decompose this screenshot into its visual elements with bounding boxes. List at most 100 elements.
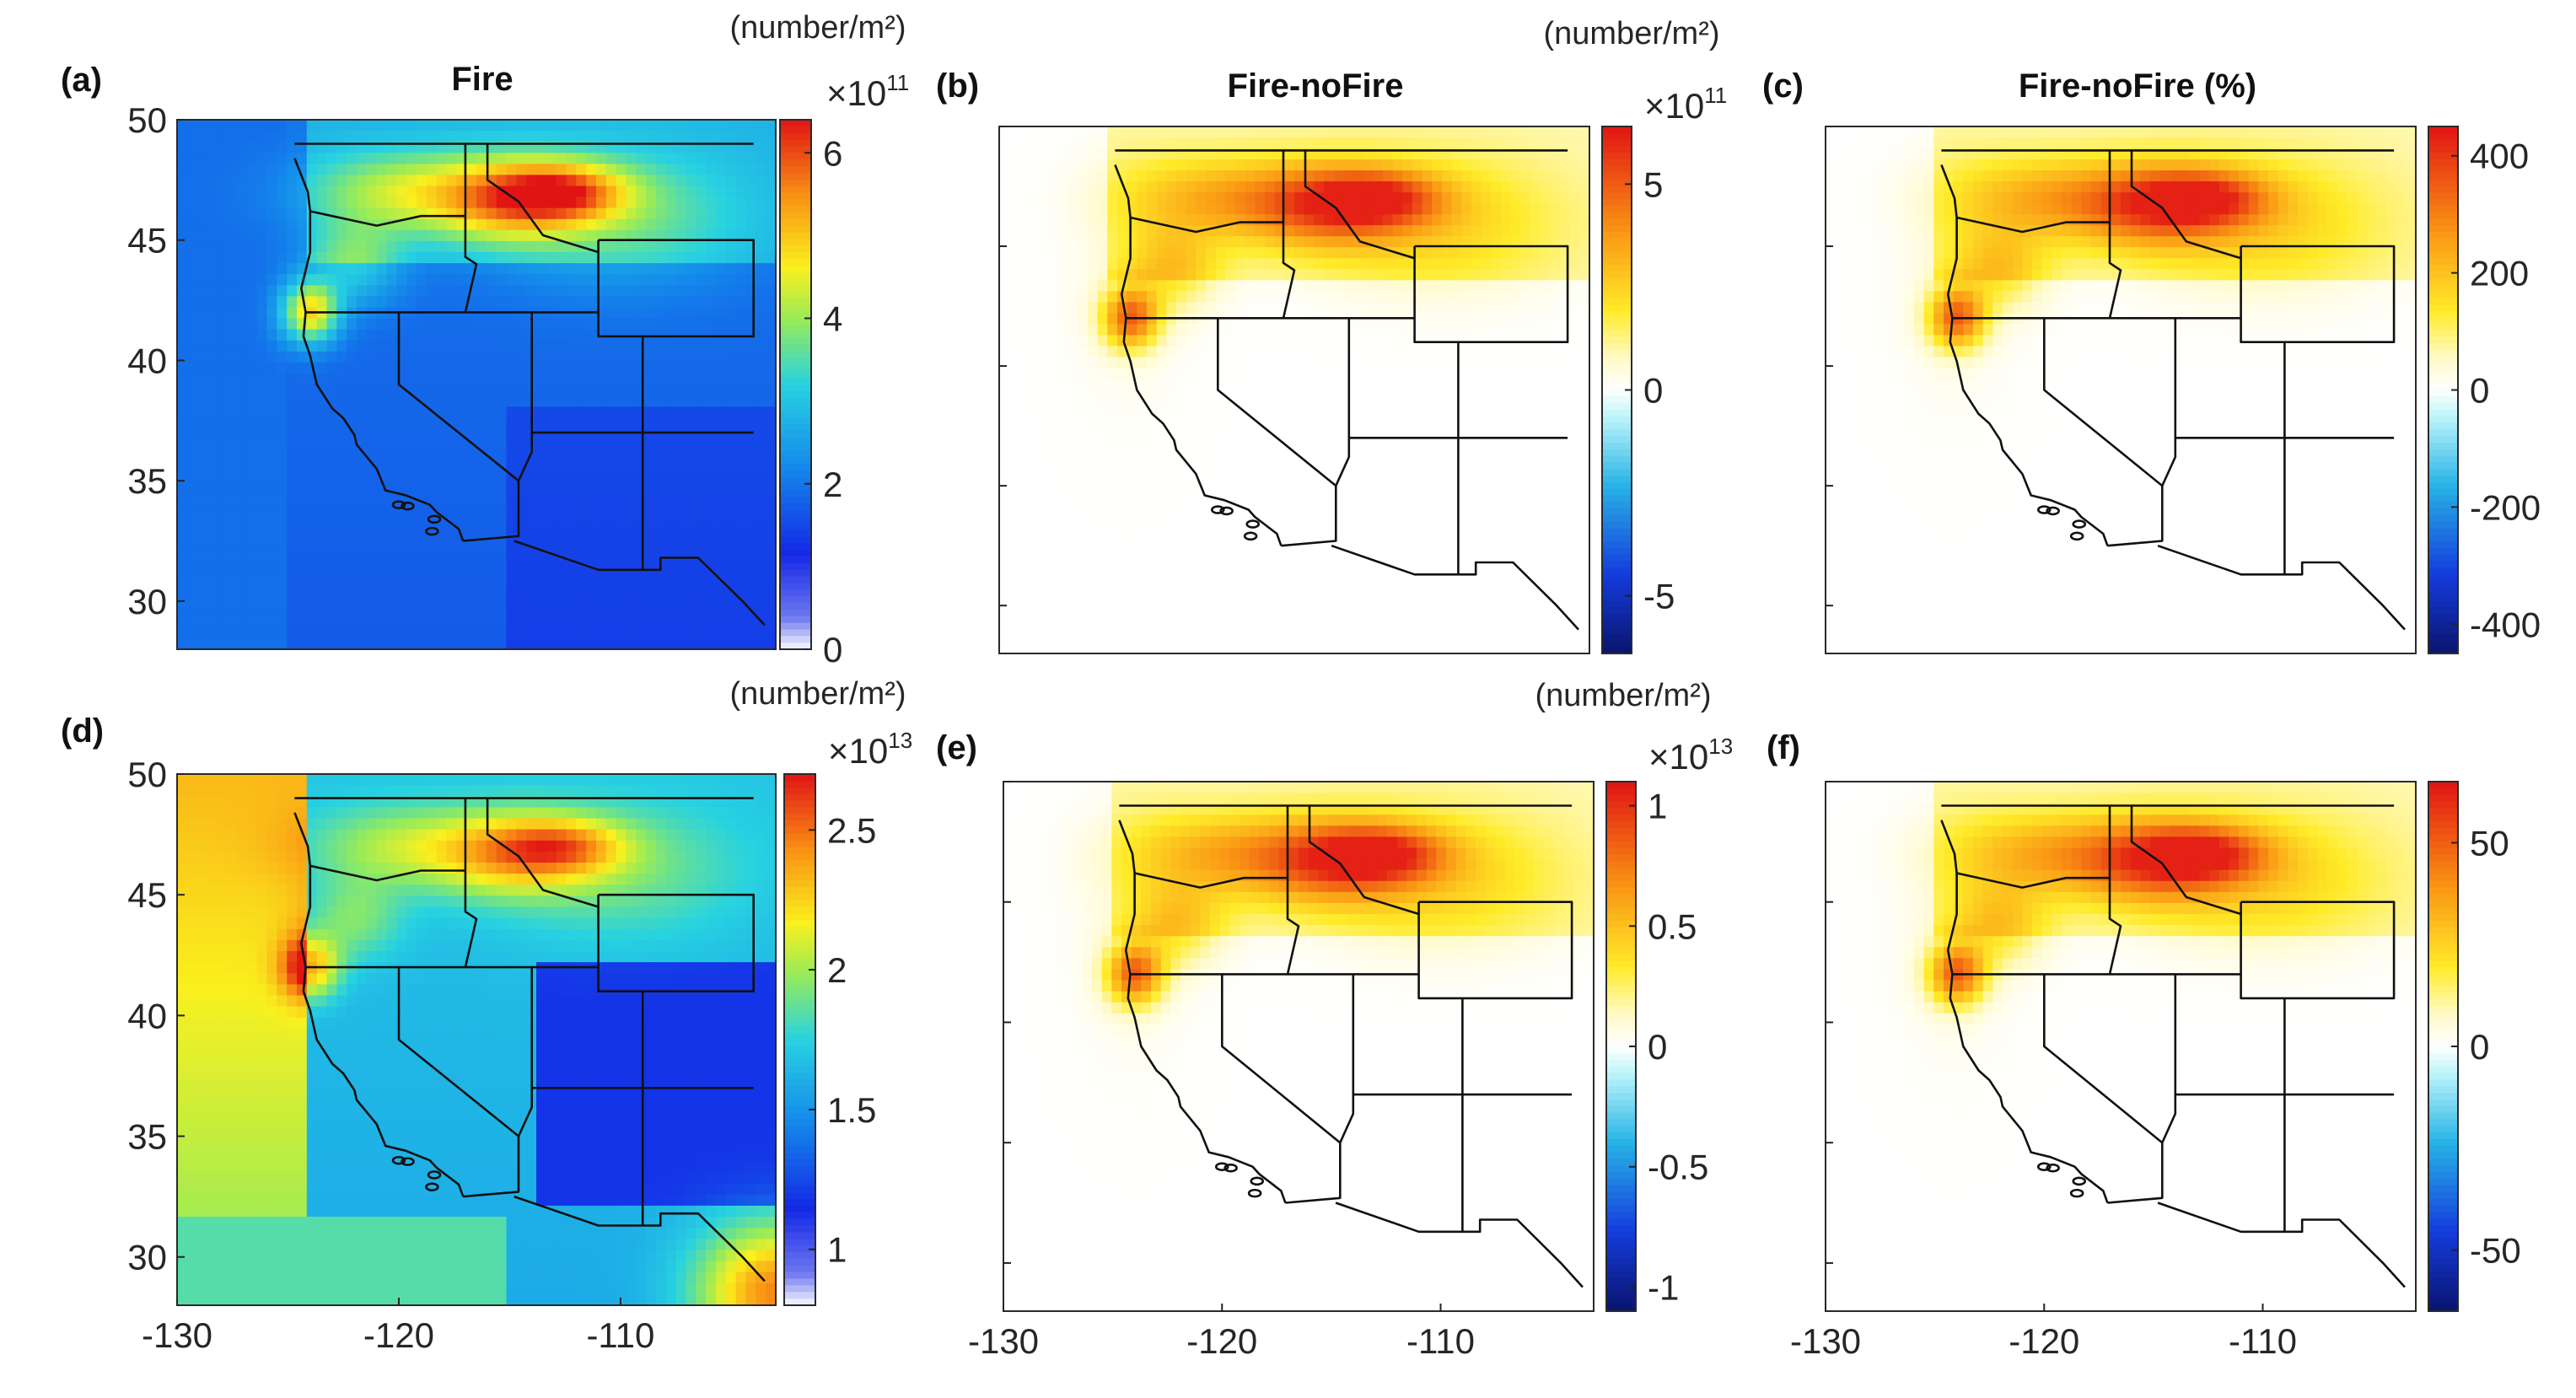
colorbar-swatch [1602,317,1632,325]
colorbar-swatch [784,1186,815,1193]
colorbar-swatch [2428,808,2458,816]
colorbar-swatch [1602,567,1632,575]
colorbar-swatch [780,430,811,438]
colorbar-swatch [1606,1126,1636,1133]
state-border [2240,901,2396,1000]
state-border [1308,805,1419,916]
colorbar-swatch [780,146,811,154]
island [2072,1176,2087,1186]
colorbar-swatch [2428,614,2458,621]
colorbar-swatch [780,563,811,571]
colorbar-swatch [2428,587,2458,595]
colorbar-swatch [784,874,815,881]
colorbar-swatch [2428,1059,2458,1067]
colorbar-swatch [1602,455,1632,464]
colorbar-swatch [2428,993,2458,1001]
colorbar-swatch [780,139,811,148]
state-border [2240,245,2396,344]
colorbar-swatch [784,787,815,795]
island [1223,1163,1238,1173]
colorbar-swatch [2428,815,2458,822]
y-tick-label: 30 [127,1238,167,1277]
colorbar-swatch [784,1040,815,1047]
colorbar-swatch [784,913,815,922]
colorbar-swatch [784,793,815,802]
colorbar-swatch [1606,1205,1636,1213]
heatmap-field [177,774,777,1306]
colorbar: 2.5 2 1.5 1 [783,773,876,1306]
coastline [1118,820,1287,1203]
colorbar-swatch [1606,841,1636,849]
colorbar-swatch [780,272,811,280]
colorbar-swatch [2428,841,2458,849]
colorbar-swatch [784,807,815,815]
colorbar-swatch [2428,966,2458,975]
colorbar-swatch [1606,887,1636,895]
colorbar-swatch [1602,277,1632,286]
colorbar-swatch [2428,481,2458,490]
colorbar-swatch [1606,1040,1636,1047]
colorbar-swatch [1602,198,1632,207]
colorbar-swatch [2428,139,2458,148]
colorbar-swatch [1606,808,1636,816]
colorbar-swatch [1602,146,1632,153]
colorbar-swatch [1602,633,1632,642]
colorbar-swatch [2428,1245,2458,1253]
colorbar-swatch [784,1093,815,1100]
colorbar-swatch [2428,469,2458,476]
state-border [517,312,534,481]
colorbar-swatch [1602,363,1632,371]
colorbar-swatch [1606,914,1636,922]
colorbar-swatch [2428,581,2458,589]
colorbar-swatch [1602,640,1632,648]
map-frame [176,773,777,1306]
colorbar-swatch [1602,561,1632,569]
colorbar-swatch [2428,1013,2458,1021]
island [2069,1188,2084,1198]
colorbar-swatch [2428,960,2458,968]
colorbar-swatch [1606,960,1636,968]
colorbar-swatch [1602,284,1632,293]
colorbar-swatch [2428,284,2458,293]
colorbar-swatch [780,476,811,485]
colorbar-swatch [1606,1185,1636,1193]
colorbar-swatch [784,893,815,901]
colorbar-swatch [1602,212,1632,220]
state-border [514,540,766,626]
colorbar-swatch [784,1225,815,1234]
colorbar-swatch [2428,508,2458,516]
colorbar-swatch [784,1052,815,1061]
colorbar-swatch [1602,600,1632,609]
colorbar-swatch [780,225,811,234]
colorbar-swatch [780,589,811,598]
colorbar-swatch [784,1278,815,1287]
colorbar-swatch [1602,232,1632,239]
colorbar-swatch [2428,495,2458,503]
map-frame [1003,781,1595,1312]
colorbar-swatch [2428,801,2458,809]
colorbar-swatch [784,1119,815,1127]
colorbar-swatch [2428,620,2458,628]
colorbar-swatch [1606,1218,1636,1226]
colorbar-swatch [784,853,815,862]
colorbar-swatch [2428,317,2458,325]
colorbar-swatch [2428,429,2458,437]
state-border [2157,1202,2406,1288]
x-tick-label: -120 [1186,1321,1257,1361]
colorbar-swatch [1606,1265,1636,1272]
colorbar: 400 200 0 -200 -400 [2428,126,2541,654]
y-tick-label: 50 [127,755,167,794]
colorbar-swatch [1606,1086,1636,1094]
state-border [1134,872,1288,889]
colorbar-swatch [780,404,811,412]
colorbar-swatch [780,258,811,266]
colorbar-swatch [784,800,815,809]
state-border [1304,150,1415,260]
colorbar-swatch [1606,1172,1636,1180]
colorbar-swatch [2428,277,2458,286]
colorbar-swatch [780,206,811,213]
colorbar-swatch [1602,535,1632,542]
island [401,1157,415,1166]
colorbar-swatch [1606,973,1636,981]
panel-d: 2.5 2 1.5 1 (d) (number/m²) ×1013 50 45 40 35 30 -13… [61,676,912,1355]
